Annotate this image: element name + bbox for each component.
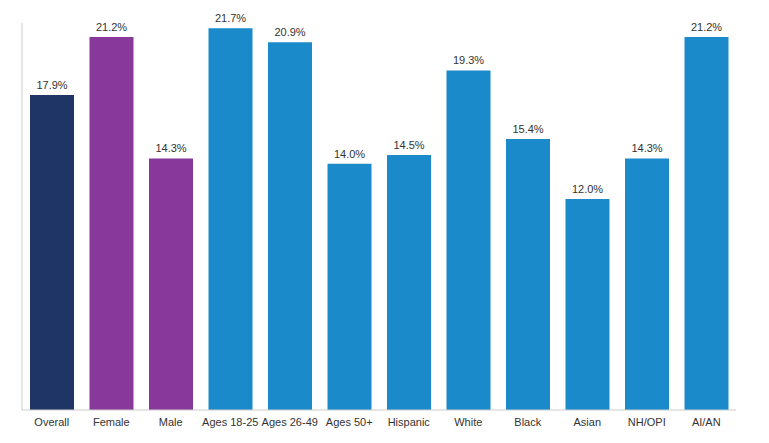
svg-text:Hispanic: Hispanic bbox=[388, 416, 431, 428]
svg-text:14.5%: 14.5% bbox=[393, 139, 424, 151]
svg-text:Female: Female bbox=[93, 416, 130, 428]
svg-text:Male: Male bbox=[159, 416, 183, 428]
svg-text:14.3%: 14.3% bbox=[155, 142, 186, 154]
svg-text:AI/AN: AI/AN bbox=[692, 416, 721, 428]
svg-text:21.2%: 21.2% bbox=[96, 21, 127, 33]
svg-text:21.2%: 21.2% bbox=[691, 21, 722, 33]
svg-text:19.3%: 19.3% bbox=[453, 54, 484, 66]
svg-text:14.0%: 14.0% bbox=[334, 148, 365, 160]
svg-text:White: White bbox=[454, 416, 482, 428]
svg-text:Black: Black bbox=[514, 416, 541, 428]
svg-text:20.9%: 20.9% bbox=[274, 26, 305, 38]
svg-text:Asian: Asian bbox=[573, 416, 601, 428]
svg-text:Ages 18-25: Ages 18-25 bbox=[202, 416, 258, 428]
svg-text:21.7%: 21.7% bbox=[215, 12, 246, 24]
svg-text:NH/OPI: NH/OPI bbox=[628, 416, 666, 428]
svg-text:Ages 50+: Ages 50+ bbox=[326, 416, 373, 428]
svg-text:15.4%: 15.4% bbox=[512, 123, 543, 135]
svg-text:17.9%: 17.9% bbox=[36, 79, 67, 91]
svg-text:Overall: Overall bbox=[34, 416, 69, 428]
svg-text:14.3%: 14.3% bbox=[631, 142, 662, 154]
svg-text:12.0%: 12.0% bbox=[572, 183, 603, 195]
svg-text:Ages 26-49: Ages 26-49 bbox=[262, 416, 318, 428]
